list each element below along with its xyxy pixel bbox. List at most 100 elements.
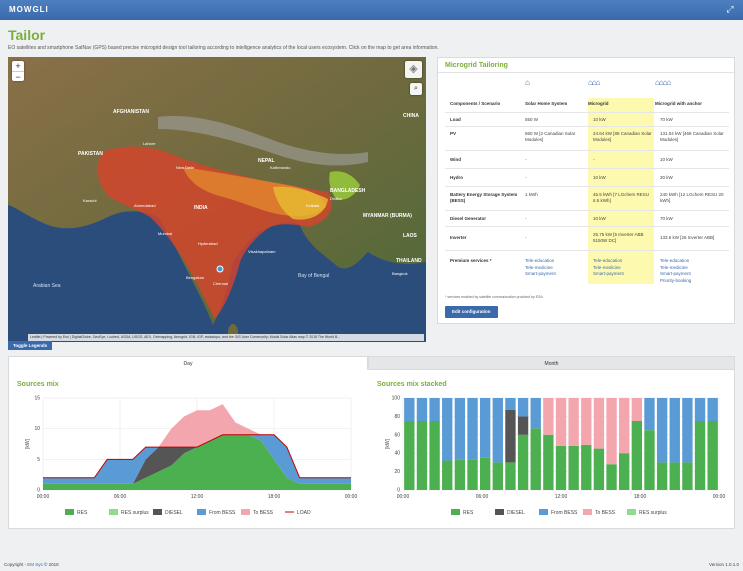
area-to_bess [43, 404, 351, 478]
sources-stacked-legend-label: RES [463, 510, 474, 516]
sources-stacked-legend-swatch [539, 509, 548, 515]
cell-value: 24.64 kW [88 Canadian Solar Modules] [593, 131, 652, 142]
map-label-lahore: Lahore [143, 141, 156, 146]
map-label-china: CHINA [403, 113, 419, 119]
bar-res [644, 430, 655, 490]
cell-value: - [593, 157, 595, 162]
header-components: Components / Scenario [450, 101, 501, 106]
map-label-bay-of-bengal: Bay of Bengal [298, 273, 329, 279]
bar-res [707, 421, 718, 490]
map-canvas[interactable]: AFGHANISTAN PAKISTAN INDIA NEPAL CHINA B… [8, 57, 426, 342]
sources-mix-legend-label: To BESS [253, 510, 274, 516]
selected-scenario-highlight [588, 98, 654, 284]
bar-from_bess [644, 398, 655, 431]
header-microgrid: Microgrid [588, 101, 609, 106]
services-solar-home: Tele-education Tele-medicine Smart-payme… [525, 258, 583, 278]
irradiation-low [273, 186, 328, 220]
microgrid-tailoring-panel: Microgrid Tailoring ⌂ ⌂⌂⌂ ⌂⌂⌂⌂ Component… [437, 57, 735, 324]
charts-canvas: 0 5 10 15 00:00 06:00 12:00 18:00 00:00 [kW] RES RE… [25, 396, 725, 517]
bar-res [555, 445, 567, 490]
footer-copyright: Copyright - EM Sys © 2018 [4, 562, 59, 567]
cell-value: - [525, 235, 527, 240]
services-footnote: * services enabled by satellite communic… [445, 295, 543, 299]
service-item: Tele-education [525, 258, 555, 263]
tab-month[interactable]: Month [368, 356, 735, 370]
row-label: Load [450, 117, 461, 122]
bar-from_bess [467, 398, 478, 460]
microgrid-icon: ⌂⌂⌂ [588, 78, 600, 87]
cell-value: 550 W [525, 117, 539, 122]
map-label-dhaka: Dhaka [330, 196, 342, 201]
bar-from_bess [404, 398, 415, 421]
map-label-thailand: THAILAND [396, 258, 422, 264]
service-item: Tele-medicine [525, 264, 553, 270]
bar-res [517, 434, 529, 490]
layers-icon[interactable]: ◈ [405, 61, 422, 78]
map-label-nepal: NEPAL [258, 158, 275, 164]
row-label: Hydro [450, 175, 464, 180]
copyright-year: © 2018 [42, 562, 59, 567]
zoom-out-button[interactable]: − [12, 71, 24, 82]
bar-res [682, 462, 693, 490]
cell-value: 10 kW [593, 117, 606, 122]
sources-mix-legend-label: LOAD [297, 510, 311, 516]
bar-res [568, 445, 579, 490]
company-link[interactable]: EM Sys [27, 562, 43, 567]
sources-mix-x-tick: 00:00 [37, 494, 50, 500]
sources-mix-x-tick: 00:00 [345, 494, 358, 500]
cell-value: - [525, 157, 527, 162]
bar-res [416, 421, 428, 490]
bar-res [479, 457, 491, 490]
bar-from_bess [505, 398, 516, 410]
table-row: Battery Energy Storage System (BESS) 1 k… [445, 186, 729, 210]
zoom-in-button[interactable]: + [15, 61, 21, 71]
sources-stacked-legend-label: From BESS [551, 510, 578, 516]
map-label-myanmar: MYANMAR (BURMA) [363, 213, 412, 219]
search-icon[interactable]: ⌕ [410, 83, 422, 95]
bar-res [543, 434, 554, 490]
bar-from_bess [492, 398, 503, 463]
edit-configuration-button[interactable]: Edit configuration [445, 306, 498, 318]
period-tabs: Day Month [8, 356, 735, 370]
fullscreen-icon[interactable]: ⤢ [726, 4, 734, 14]
header-microgrid-anchor: Microgrid with anchor [655, 101, 703, 106]
row-label: Battery Energy Storage System (BESS) [450, 192, 518, 203]
map-attribution: Leaflet | Powered by Esri | DigitalGlobe… [28, 334, 424, 341]
cell-value: 240 kWh [12 LGchem RESU 20 kWh] [660, 192, 724, 203]
bar-to_bess [606, 398, 617, 465]
sources-stacked-legend-label: DIESEL [507, 510, 525, 516]
bar-diesel [505, 409, 516, 463]
load-line [43, 434, 351, 479]
sources-mix-legend-label: RES surplus [121, 510, 149, 516]
sources-mix-x-tick: 12:00 [191, 494, 204, 500]
bar-res [669, 462, 680, 490]
bar-res [656, 462, 668, 490]
sources-mix-legend-label: DIESEL [165, 510, 183, 516]
bar-from_bess [669, 398, 680, 463]
selected-location-marker[interactable] [216, 265, 224, 273]
sources-mix-y-label: [kW] [25, 438, 31, 449]
service-item: Tele-medicine [593, 264, 621, 270]
sources-mix-legend-swatch [197, 509, 206, 515]
toggle-legends-button[interactable]: Toggle Legends [8, 341, 53, 350]
sources-mix-legend-swatch [109, 509, 118, 515]
table-row: Wind - - 10 kW [445, 150, 729, 168]
sources-stacked-x-tick: 18:00 [634, 494, 647, 500]
microgrid-anchor-icon: ⌂⌂⌂⌂ [655, 78, 671, 87]
bar-to_bess [631, 398, 643, 421]
sources-mix-legend-swatch [153, 509, 162, 515]
solar-map[interactable]: AFGHANISTAN PAKISTAN INDIA NEPAL CHINA B… [8, 57, 426, 342]
sources-stacked-legend-label: To BESS [595, 510, 616, 516]
cell-value: 10 kW [660, 157, 673, 162]
sources-stacked-x-tick: 12:00 [555, 494, 568, 500]
irradiation-lowest [329, 171, 360, 200]
row-label: Diesel Generator [450, 216, 487, 221]
services-microgrid: Tele-education Tele-medicine Smart-payme… [593, 258, 653, 278]
bar-to_bess [543, 398, 554, 435]
solar-home-icon: ⌂ [525, 78, 530, 87]
sources-mix-legend-swatch [241, 509, 250, 515]
tab-day[interactable]: Day [8, 356, 368, 370]
bar-res [606, 464, 617, 490]
bar-res [442, 460, 453, 490]
map-label-kathmandu: Kathmandu [270, 165, 290, 170]
